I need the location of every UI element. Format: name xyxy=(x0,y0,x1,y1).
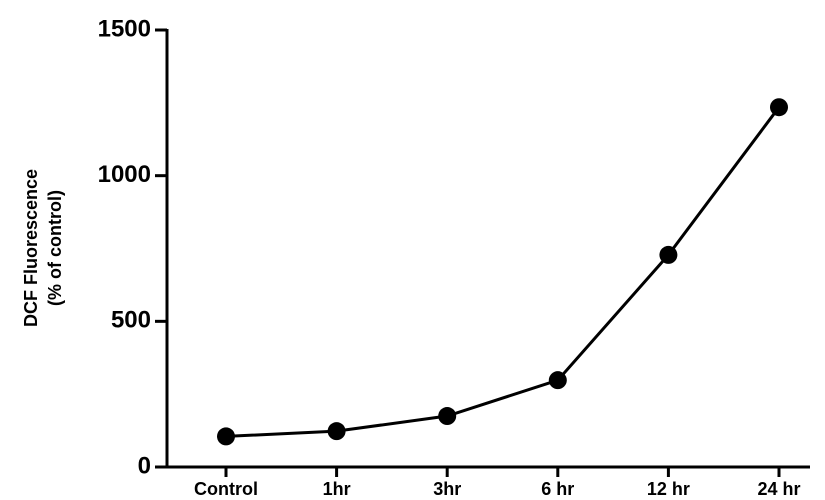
point xyxy=(217,427,235,446)
x-tick-label: 1hr xyxy=(323,479,351,499)
y-axis-label: DCF Fluorescence xyxy=(21,169,41,327)
y-axis-label: (% of control) xyxy=(45,190,65,306)
line xyxy=(225,106,781,438)
point xyxy=(659,245,678,264)
y-tick-label: 0 xyxy=(138,452,151,479)
point xyxy=(327,422,346,441)
x-tick-label: Control xyxy=(194,479,258,499)
x-tick-label: 3hr xyxy=(433,479,461,499)
x-tick-label: 24 hr xyxy=(757,479,800,499)
y-tick-label: 1000 xyxy=(98,161,151,188)
x-tick-label: 12 hr xyxy=(647,479,690,499)
x-tick-label: 6 hr xyxy=(541,479,574,499)
y-tick-label: 1500 xyxy=(98,15,151,42)
point xyxy=(438,407,457,426)
y-tick-label: 500 xyxy=(111,307,151,334)
point xyxy=(548,371,567,390)
point xyxy=(770,98,788,117)
